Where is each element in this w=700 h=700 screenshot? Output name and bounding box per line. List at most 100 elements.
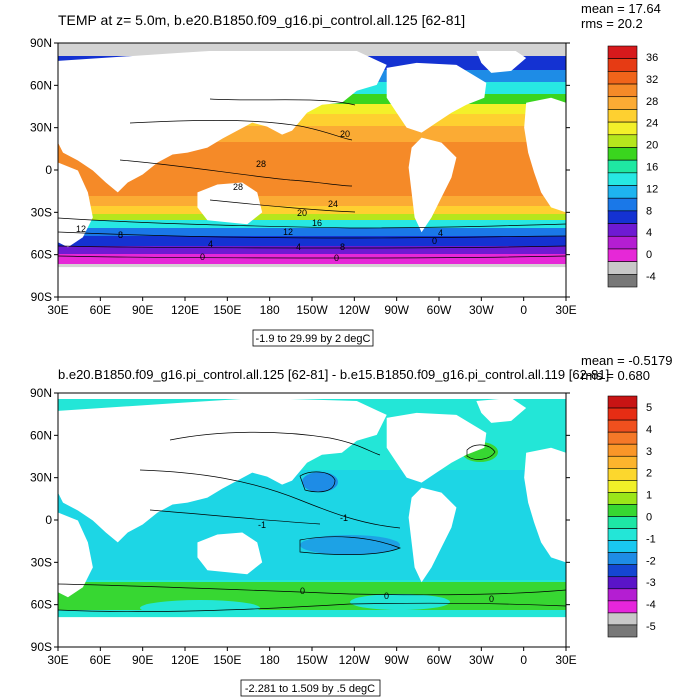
colorbar-label: 28 [646,96,658,108]
panel-1-map: 20 28 28 24 20 16 12 12 8 8 4 4 0 0 4 0 [57,42,567,298]
lon-tick-label: 0 [520,653,527,667]
contour-label: 0 [489,594,494,604]
colorbar-label: -4 [646,599,656,611]
lon-tick-label: 180 [260,303,280,317]
colorbar-label: 5 [646,402,652,414]
contour-label: 4 [208,239,213,249]
lon-tick-label: 180 [260,653,280,667]
panel-2: b.e20.B1850.f09_g16.pi_control.all.125 [… [30,353,672,697]
colorbar-swatch [607,576,638,590]
panel-1-lat-axis: 90N 60N 30N 0 30S 60S 90S [30,36,570,304]
lon-tick-label: 120W [339,653,371,667]
colorbar-label: 4 [646,227,652,239]
panel-1-range-label: -1.9 to 29.99 by 2 degC [256,333,371,345]
colorbar-swatch [607,185,638,199]
colorbar-swatch [607,134,638,148]
lat-tick-label: 60S [31,598,52,612]
contour-label: 0 [200,252,205,262]
contour-label: 16 [312,218,322,228]
colorbar-swatch [607,419,638,433]
colorbar-swatch [607,492,638,505]
panel-2-colorbar: 5 4 3 2 1 0 -1 -2 -3 -4 -5 [607,395,656,638]
colorbar-label: 2 [646,468,652,480]
lon-tick-label: 90E [132,303,153,317]
colorbar-label: 16 [646,162,658,174]
colorbar-swatch [607,147,638,161]
colorbar-swatch [607,223,638,237]
colorbar-swatch [607,248,638,262]
panel-2-range-label: -2.281 to 1.509 by .5 degC [245,683,375,695]
colorbar-label: 8 [646,205,652,217]
lat-tick-label: 90S [31,640,52,654]
panel-2-rms: rms = 0.680 [581,368,650,383]
contour-label: 4 [438,228,443,238]
panel-2-lon-axis: 30E 60E 90E 120E 150E 180 150W 120W 90W 60W 30W 0 30… [47,647,577,667]
colorbar-label: 0 [646,249,652,261]
colorbar-swatch [607,395,638,409]
colorbar-swatch [607,261,638,275]
lat-tick-label: 30N [30,471,52,485]
colorbar-swatch [607,71,638,85]
colorbar-swatch [607,83,638,98]
colorbar-label: 0 [646,512,652,524]
lon-tick-label: 120W [339,303,371,317]
lon-tick-label: 30E [555,653,576,667]
colorbar-swatch [607,172,638,186]
colorbar-swatch [607,480,638,493]
colorbar-swatch [607,600,638,614]
contour-label: -1 [258,520,266,530]
panel-1-rms: rms = 20.2 [581,16,643,31]
colorbar-label: -3 [646,577,656,589]
lon-tick-label: 150W [296,303,328,317]
panel-1-title: TEMP at z= 5.0m, b.e20.B1850.f09_g16.pi_… [58,12,465,28]
panel-2-lat-axis: 90N 60N 30N 0 30S 60S 90S [30,386,570,654]
lat-tick-label: 90N [30,386,52,400]
colorbar-label: -4 [646,271,656,283]
colorbar-swatch [607,552,638,566]
lon-tick-label: 0 [520,303,527,317]
lat-tick-label: 60N [30,428,52,442]
panel-1-colorbar: 36 32 28 24 20 16 12 8 4 0 -4 [607,45,658,288]
lon-tick-label: 60E [90,653,111,667]
contour-label: -1 [340,513,348,523]
contour-label: 24 [328,199,338,209]
colorbar-label: 32 [646,74,658,86]
lon-tick-label: 30E [47,653,68,667]
lon-tick-label: 120E [171,653,199,667]
contour-label: 8 [340,242,345,252]
lon-tick-label: 90E [132,653,153,667]
lat-tick-label: 30S [31,555,52,569]
lon-tick-label: 60W [427,653,452,667]
panel-2-mean: mean = -0.5179 [581,353,672,368]
colorbar-label: 12 [646,183,658,195]
lon-tick-label: 30E [555,303,576,317]
colorbar-swatch [607,197,638,212]
contour-label: 4 [296,242,301,252]
lon-tick-label: 150W [296,653,328,667]
contour-label: 12 [283,227,293,237]
colorbar-swatch [607,504,638,517]
lat-tick-label: 60N [30,78,52,92]
lon-tick-label: 150E [213,303,241,317]
colorbar-swatch [607,564,638,578]
colorbar-label: 20 [646,140,658,152]
contour-label: 0 [334,253,339,263]
panel-2-map: -1 -1 0 0 0 [57,392,567,648]
lon-tick-label: 150E [213,653,241,667]
lon-tick-label: 30W [469,653,494,667]
colorbar-label: 3 [646,446,652,458]
lat-tick-label: 30N [30,121,52,135]
panel-1-mean: mean = 17.64 [581,1,661,16]
colorbar-swatch [607,588,638,602]
lon-tick-label: 60W [427,303,452,317]
contour-label: 0 [432,236,437,246]
lat-tick-label: 60S [31,248,52,262]
colorbar-label: 1 [646,490,652,502]
contour-label: 0 [384,591,389,601]
lon-tick-label: 120E [171,303,199,317]
lat-tick-label: 90N [30,36,52,50]
colorbar-swatch [607,159,638,174]
colorbar-swatch [607,45,638,59]
colorbar-swatch [607,624,638,638]
